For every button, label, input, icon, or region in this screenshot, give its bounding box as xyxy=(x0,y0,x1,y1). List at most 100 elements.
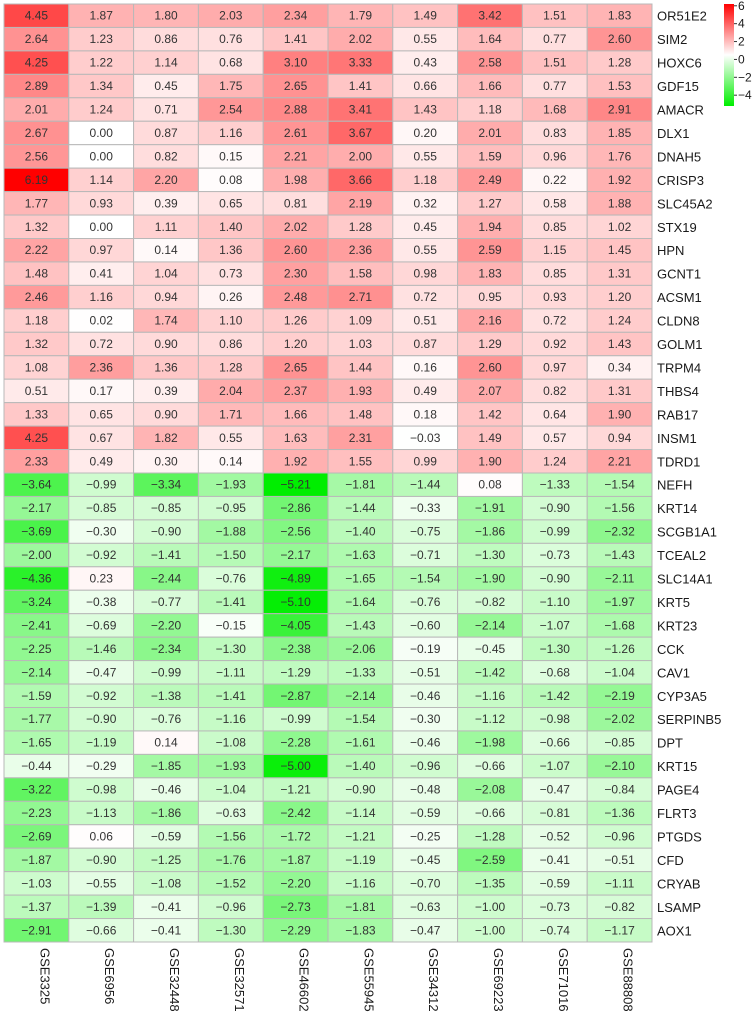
cell-value-label: 0.30 xyxy=(154,454,178,468)
cell-value-label: 1.94 xyxy=(478,220,502,234)
cell-value-label: 2.36 xyxy=(349,243,373,257)
cell-value-label: 0.55 xyxy=(414,149,438,163)
cell-value-label: −0.60 xyxy=(410,618,441,632)
cell-value-label: −1.56 xyxy=(216,829,247,843)
cell-value-label: 1.92 xyxy=(284,454,308,468)
cell-value-label: 0.51 xyxy=(25,384,49,398)
cell-value-label: −1.44 xyxy=(345,501,376,515)
cell-value-label: 0.65 xyxy=(90,407,114,421)
cell-value-label: −1.41 xyxy=(216,595,247,609)
cell-value-label: −1.19 xyxy=(86,736,117,750)
cell-value-label: −0.63 xyxy=(216,806,247,820)
cell-value-label: −2.14 xyxy=(21,665,52,679)
cell-value-label: −0.99 xyxy=(86,478,117,492)
cell-value-label: −0.99 xyxy=(280,712,311,726)
cell-value-label: −3.64 xyxy=(21,478,52,492)
cell-value-label: 1.98 xyxy=(284,173,308,187)
cell-value-label: −1.52 xyxy=(216,876,247,890)
cell-value-label: 1.11 xyxy=(155,220,178,234)
cell-value-label: −1.30 xyxy=(540,642,571,656)
cell-value-label: −0.84 xyxy=(604,783,635,797)
cell-value-label: −1.40 xyxy=(345,525,376,539)
cell-value-label: −0.98 xyxy=(540,712,571,726)
row-label: CCK xyxy=(657,642,685,657)
cell-value-label: 2.31 xyxy=(349,431,373,445)
cell-value-label: −1.87 xyxy=(280,853,311,867)
cell-value-label: 3.10 xyxy=(284,56,308,70)
cell-value-label: −0.90 xyxy=(345,783,376,797)
row-label: HOXC6 xyxy=(657,56,702,71)
row-label: RAB17 xyxy=(657,407,698,422)
column-label: GSE6956 xyxy=(102,948,117,1004)
cell-value-label: −1.10 xyxy=(540,595,571,609)
cell-value-label: −1.93 xyxy=(216,478,247,492)
cell-value-label: −1.54 xyxy=(345,712,376,726)
column-label: GSE32571 xyxy=(232,948,247,1012)
cell-value-label: −0.96 xyxy=(410,759,441,773)
cell-value-label: 1.18 xyxy=(25,314,49,328)
cell-value-label: 0.17 xyxy=(90,384,114,398)
cell-value-label: −2.11 xyxy=(605,572,635,586)
cell-value-label: −2.38 xyxy=(280,642,311,656)
cell-value-label: 6.19 xyxy=(25,173,49,187)
cell-value-label: 2.07 xyxy=(478,384,502,398)
cell-value-label: −2.14 xyxy=(345,689,376,703)
cell-value-label: −0.73 xyxy=(540,548,571,562)
cell-value-label: 2.19 xyxy=(349,196,373,210)
cell-value-label: 1.51 xyxy=(543,9,567,23)
cell-value-label: 0.14 xyxy=(219,454,243,468)
cell-value-label: −0.71 xyxy=(410,548,441,562)
cell-value-label: 1.16 xyxy=(90,290,114,304)
cell-value-label: −0.45 xyxy=(410,853,441,867)
cell-value-label: −1.88 xyxy=(216,525,247,539)
cell-value-label: 1.32 xyxy=(25,220,49,234)
cell-value-label: 1.68 xyxy=(543,103,567,117)
cell-value-label: 1.16 xyxy=(219,126,243,140)
cell-value-label: −0.68 xyxy=(540,665,571,679)
cell-value-label: 1.75 xyxy=(219,79,243,93)
cell-value-label: −0.59 xyxy=(151,829,182,843)
cell-value-label: −1.16 xyxy=(216,712,247,726)
cell-value-label: −1.46 xyxy=(86,642,117,656)
cell-value-label: 1.10 xyxy=(219,314,243,328)
cell-value-label: −1.30 xyxy=(216,642,247,656)
row-label: SLC45A2 xyxy=(657,196,713,211)
legend-tick-label: −2 xyxy=(738,70,752,84)
cell-value-label: −2.14 xyxy=(475,618,506,632)
cell-value-label: 2.01 xyxy=(478,126,502,140)
cell-value-label: 1.18 xyxy=(478,103,502,117)
cell-value-label: −2.42 xyxy=(280,806,311,820)
cell-value-label: −0.85 xyxy=(151,501,182,515)
cell-value-label: 1.04 xyxy=(154,267,178,281)
cell-value-label: 2.46 xyxy=(25,290,49,304)
cell-value-label: −0.74 xyxy=(540,923,571,937)
cell-value-label: −1.44 xyxy=(410,478,441,492)
cell-value-label: 0.43 xyxy=(414,56,438,70)
cell-value-label: 2.56 xyxy=(25,149,49,163)
cell-value-label: −1.63 xyxy=(345,548,376,562)
cell-value-label: 1.40 xyxy=(219,220,243,234)
cell-value-label: −2.91 xyxy=(21,923,52,937)
cell-value-label: −1.07 xyxy=(540,759,571,773)
cell-value-label: 2.58 xyxy=(478,56,502,70)
cell-value-label: 0.39 xyxy=(154,196,178,210)
cell-value-label: −2.41 xyxy=(21,618,52,632)
cell-value-label: 2.21 xyxy=(608,454,632,468)
cell-value-label: 2.49 xyxy=(478,173,502,187)
cell-value-label: 0.99 xyxy=(414,454,438,468)
heatmap-cells: 4.45 1.87 1.80 2.03 2.34 1.79 1.49 3.42 1.51 1.83… xyxy=(3,3,653,943)
cell-value-label: 2.03 xyxy=(219,9,243,23)
cell-value-label: 0.97 xyxy=(543,360,567,374)
cell-value-label: −1.38 xyxy=(151,689,182,703)
cell-value-label: 1.02 xyxy=(608,220,632,234)
cell-value-label: −1.35 xyxy=(475,876,506,890)
cell-value-label: −0.98 xyxy=(86,783,117,797)
cell-value-label: −1.43 xyxy=(604,548,635,562)
cell-value-label: −1.64 xyxy=(345,595,376,609)
cell-value-label: 0.68 xyxy=(219,56,243,70)
cell-value-label: −3.24 xyxy=(21,595,52,609)
cell-value-label: 2.60 xyxy=(608,32,632,46)
cell-value-label: 2.02 xyxy=(284,220,308,234)
cell-value-label: 0.87 xyxy=(154,126,178,140)
cell-value-label: 0.57 xyxy=(543,431,567,445)
